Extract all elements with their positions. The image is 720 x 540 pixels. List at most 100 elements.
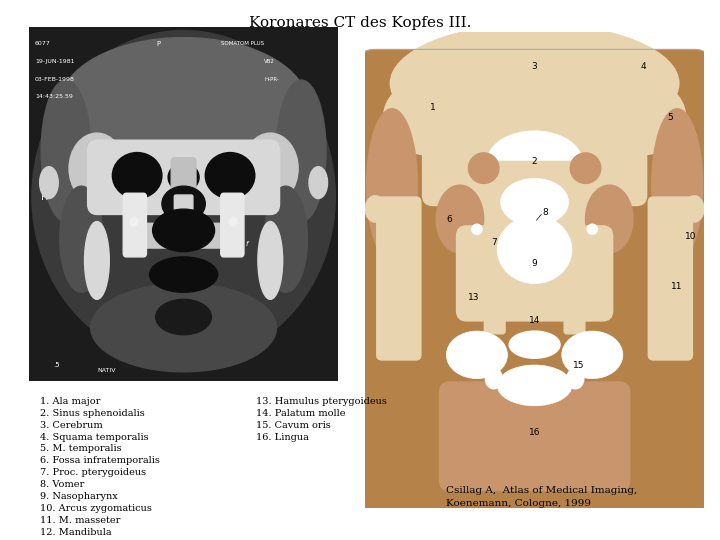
- Ellipse shape: [446, 331, 508, 379]
- FancyBboxPatch shape: [456, 226, 613, 321]
- Ellipse shape: [390, 24, 679, 143]
- Text: 16: 16: [529, 428, 540, 437]
- Text: 2. Sinus sphenoidalis: 2. Sinus sphenoidalis: [40, 409, 144, 418]
- Text: SOMATOM PLUS: SOMATOM PLUS: [221, 41, 264, 46]
- Text: VB2: VB2: [264, 59, 275, 64]
- Ellipse shape: [243, 133, 298, 204]
- Ellipse shape: [32, 31, 336, 363]
- FancyBboxPatch shape: [474, 188, 503, 291]
- Ellipse shape: [276, 80, 326, 221]
- Text: 19-JUN-1981: 19-JUN-1981: [35, 59, 74, 64]
- Text: 6077: 6077: [35, 41, 50, 46]
- Text: 8. Vomer: 8. Vomer: [40, 480, 84, 489]
- Ellipse shape: [84, 221, 109, 299]
- Text: f: f: [246, 241, 248, 247]
- Ellipse shape: [575, 131, 643, 192]
- Ellipse shape: [570, 153, 600, 184]
- FancyBboxPatch shape: [480, 161, 589, 249]
- FancyBboxPatch shape: [88, 140, 279, 214]
- FancyBboxPatch shape: [358, 49, 711, 518]
- Text: 13: 13: [468, 293, 480, 302]
- Ellipse shape: [60, 38, 307, 172]
- Ellipse shape: [60, 186, 103, 292]
- Text: 4. Squama temporalis: 4. Squama temporalis: [40, 433, 148, 442]
- Text: 12. Mandibula: 12. Mandibula: [40, 528, 111, 537]
- Ellipse shape: [69, 133, 125, 204]
- FancyBboxPatch shape: [137, 224, 230, 248]
- FancyBboxPatch shape: [423, 111, 647, 206]
- Text: 11. M. masseter: 11. M. masseter: [40, 516, 120, 525]
- Ellipse shape: [40, 167, 58, 199]
- Ellipse shape: [264, 186, 307, 292]
- Ellipse shape: [258, 221, 283, 299]
- Text: 4: 4: [640, 62, 646, 71]
- Ellipse shape: [588, 224, 598, 234]
- Text: 10: 10: [685, 232, 696, 240]
- Ellipse shape: [469, 153, 499, 184]
- Text: P: P: [157, 41, 161, 47]
- Text: Koenemann, Cologne, 1999: Koenemann, Cologne, 1999: [446, 500, 591, 509]
- Ellipse shape: [168, 163, 199, 192]
- Text: 14. Palatum molle: 14. Palatum molle: [256, 409, 345, 418]
- FancyBboxPatch shape: [485, 278, 505, 334]
- FancyBboxPatch shape: [171, 158, 196, 207]
- Text: 6. Fossa infratemporalis: 6. Fossa infratemporalis: [40, 456, 159, 465]
- Text: 5. M. temporalis: 5. M. temporalis: [40, 444, 121, 454]
- Ellipse shape: [153, 209, 215, 252]
- Text: Csillag A,  Atlas of Medical Imaging,: Csillag A, Atlas of Medical Imaging,: [446, 486, 638, 495]
- Ellipse shape: [112, 153, 162, 199]
- Ellipse shape: [365, 195, 385, 222]
- Ellipse shape: [162, 186, 205, 221]
- Text: H-PR-: H-PR-: [264, 77, 279, 82]
- Ellipse shape: [684, 195, 704, 222]
- Ellipse shape: [562, 331, 623, 379]
- Text: 9. Nasopharynx: 9. Nasopharynx: [40, 492, 117, 501]
- Ellipse shape: [436, 185, 484, 253]
- FancyBboxPatch shape: [523, 184, 546, 227]
- Ellipse shape: [205, 153, 255, 199]
- FancyBboxPatch shape: [419, 368, 650, 504]
- FancyBboxPatch shape: [377, 197, 421, 360]
- Text: 2: 2: [532, 157, 537, 166]
- Ellipse shape: [309, 167, 328, 199]
- FancyBboxPatch shape: [221, 193, 244, 257]
- Text: 14: 14: [529, 316, 540, 326]
- Text: Koronares CT des Kopfes III.: Koronares CT des Kopfes III.: [249, 16, 471, 30]
- Ellipse shape: [91, 284, 276, 372]
- Ellipse shape: [600, 80, 685, 154]
- Ellipse shape: [567, 368, 584, 389]
- FancyBboxPatch shape: [648, 197, 693, 360]
- Text: 9: 9: [532, 259, 537, 268]
- Text: 03-FEB-1998: 03-FEB-1998: [35, 77, 75, 82]
- Ellipse shape: [384, 80, 469, 154]
- Text: 7. Proc. pterygoideus: 7. Proc. pterygoideus: [40, 468, 145, 477]
- Text: 5: 5: [667, 113, 673, 122]
- Ellipse shape: [652, 109, 703, 261]
- Text: 16. Lingua: 16. Lingua: [256, 433, 308, 442]
- Ellipse shape: [498, 365, 572, 406]
- Text: 14:43:25.59: 14:43:25.59: [35, 94, 73, 99]
- Ellipse shape: [426, 131, 494, 192]
- FancyBboxPatch shape: [567, 188, 595, 291]
- Text: 10. Arcus zygomaticus: 10. Arcus zygomaticus: [40, 504, 151, 513]
- Ellipse shape: [487, 131, 582, 192]
- Text: 8: 8: [542, 208, 548, 217]
- Text: 13. Hamulus pterygoideus: 13. Hamulus pterygoideus: [256, 397, 387, 406]
- Ellipse shape: [498, 215, 572, 284]
- Ellipse shape: [500, 178, 569, 226]
- FancyBboxPatch shape: [564, 278, 585, 334]
- Ellipse shape: [585, 185, 633, 253]
- Ellipse shape: [150, 257, 217, 292]
- FancyBboxPatch shape: [123, 193, 146, 257]
- Text: NATIV: NATIV: [97, 368, 115, 373]
- Text: 11: 11: [672, 282, 683, 292]
- Ellipse shape: [472, 224, 482, 234]
- Text: 1: 1: [430, 103, 436, 112]
- Ellipse shape: [366, 109, 418, 261]
- Ellipse shape: [156, 299, 212, 335]
- FancyBboxPatch shape: [174, 195, 193, 248]
- Text: 7: 7: [491, 238, 497, 247]
- Ellipse shape: [509, 331, 560, 358]
- Text: R: R: [41, 192, 48, 202]
- Ellipse shape: [229, 217, 237, 226]
